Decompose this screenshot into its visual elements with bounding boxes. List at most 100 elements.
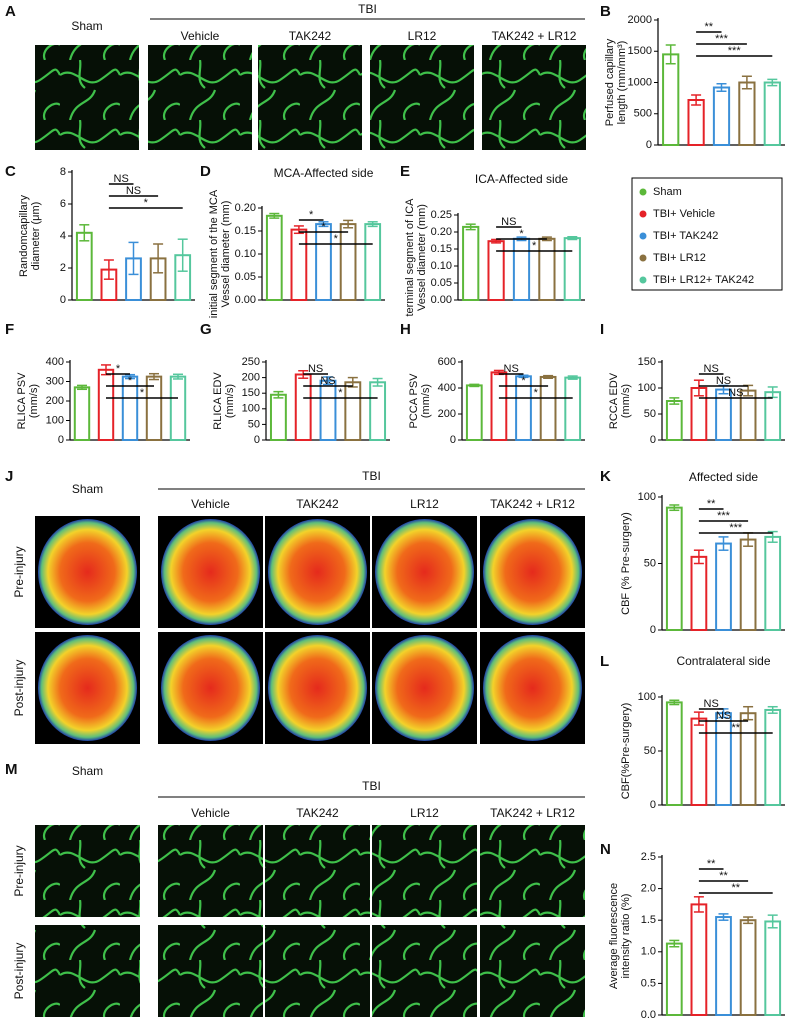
column-label: Vehicle <box>191 806 230 820</box>
chart-title: Affected side <box>689 470 758 484</box>
y-axis-label: (mm/s) <box>420 384 432 418</box>
y-tick-label: 400 <box>438 382 456 394</box>
bar <box>564 376 582 442</box>
bar <box>315 223 332 302</box>
bar <box>690 717 708 806</box>
significance-label: * <box>521 375 526 387</box>
y-tick-label: 0.15 <box>431 243 452 255</box>
y-tick-label: 0.00 <box>431 294 452 306</box>
significance-label: *** <box>729 522 743 534</box>
y-axis-label: length (mm/mm³) <box>616 41 628 125</box>
bar <box>665 400 683 441</box>
legend-label: Sham <box>653 186 682 198</box>
panel-letter: H <box>400 321 411 338</box>
significance-label: NS <box>704 363 719 375</box>
column-label: LR12 <box>408 29 437 43</box>
fluorescence-image <box>480 825 585 917</box>
panel-letter: E <box>400 163 410 180</box>
y-tick-label: 0 <box>646 139 652 151</box>
significance-label: NS <box>114 173 129 185</box>
legend-swatch <box>639 188 647 196</box>
y-tick-label: 100 <box>638 691 656 703</box>
y-axis-label: RCCA EDV <box>608 372 620 429</box>
y-axis-label: Vessel diameter (mm) <box>416 204 428 311</box>
bar <box>764 391 782 442</box>
y-tick-label: 100 <box>242 403 260 415</box>
bar <box>462 225 480 301</box>
bar <box>269 393 287 442</box>
y-tick-label: 300 <box>46 375 64 387</box>
legend-box <box>631 177 783 291</box>
laser-speckle-image <box>375 519 474 625</box>
y-tick-label: 0.10 <box>235 248 256 260</box>
bar <box>169 375 187 441</box>
fluorescence-image <box>370 45 474 150</box>
laser-speckle-image <box>483 635 582 741</box>
significance-label: * <box>128 375 133 387</box>
chart-title: MCA-Affected side <box>274 166 374 180</box>
column-label: LR12 <box>410 806 439 820</box>
y-tick-label: 600 <box>438 356 456 368</box>
y-tick-label: 1000 <box>628 76 652 88</box>
y-tick-label: 0.25 <box>431 209 452 221</box>
fluorescence-image <box>158 825 263 917</box>
y-tick-label: 0 <box>58 434 64 446</box>
y-tick-label: 0.05 <box>431 277 452 289</box>
significance-label: NS <box>728 387 743 399</box>
laser-speckle-image <box>268 635 367 741</box>
laser-speckle-image <box>268 519 367 625</box>
y-tick-label: 200 <box>242 372 260 384</box>
column-label: TAK242 <box>289 29 332 43</box>
row-label: Pre-injury <box>12 845 26 896</box>
legend-swatch <box>639 210 647 218</box>
bar <box>764 708 782 807</box>
panel-letter: A <box>5 3 16 20</box>
row-label: Post-injury <box>12 943 26 1000</box>
bar <box>738 81 756 146</box>
bar <box>739 538 757 631</box>
panel-letter: G <box>200 321 212 338</box>
panel-letter: C <box>5 163 16 180</box>
y-tick-label: 0.05 <box>235 271 256 283</box>
y-tick-label: 1.5 <box>641 914 656 926</box>
group-label: TBI <box>362 469 381 483</box>
significance-label: NS <box>308 363 323 375</box>
chart-title: Contralateral side <box>676 654 770 668</box>
y-tick-label: 0.20 <box>235 202 256 214</box>
panel-letter: F <box>5 321 14 338</box>
y-tick-label: 0 <box>650 434 656 446</box>
y-tick-label: 0 <box>60 294 66 306</box>
fluorescence-image <box>265 925 370 1017</box>
y-axis-label: Randomcapillary <box>18 195 30 277</box>
control-label: Sham <box>72 764 103 778</box>
panel-letter: L <box>600 653 609 670</box>
legend-label: TBI+ TAK242 <box>653 230 718 242</box>
panel-letter: I <box>600 321 604 338</box>
column-label: TAK242 + LR12 <box>490 806 575 820</box>
fluorescence-image <box>35 925 140 1017</box>
panel-letter: N <box>600 841 611 858</box>
significance-label: *** <box>717 510 731 522</box>
significance-label: *** <box>728 45 742 57</box>
y-tick-label: 200 <box>46 395 64 407</box>
fluorescence-image <box>258 45 362 150</box>
fluorescence-image <box>372 825 477 917</box>
bar <box>490 371 508 441</box>
legend-swatch <box>639 254 647 262</box>
column-label: Vehicle <box>181 29 220 43</box>
y-tick-label: 1.0 <box>641 946 656 958</box>
significance-label: NS <box>504 363 519 375</box>
control-label: Sham <box>71 19 102 33</box>
bar <box>73 386 91 442</box>
significance-label: * <box>144 197 149 209</box>
y-tick-label: 6 <box>60 198 66 210</box>
column-label: LR12 <box>410 497 439 511</box>
legend-swatch <box>639 276 647 284</box>
y-tick-label: 0.15 <box>235 225 256 237</box>
bar <box>344 381 362 441</box>
significance-label: *** <box>715 33 729 45</box>
y-tick-label: 500 <box>634 108 652 120</box>
column-label: TAK242 + LR12 <box>490 497 575 511</box>
significance-label: * <box>532 240 537 252</box>
